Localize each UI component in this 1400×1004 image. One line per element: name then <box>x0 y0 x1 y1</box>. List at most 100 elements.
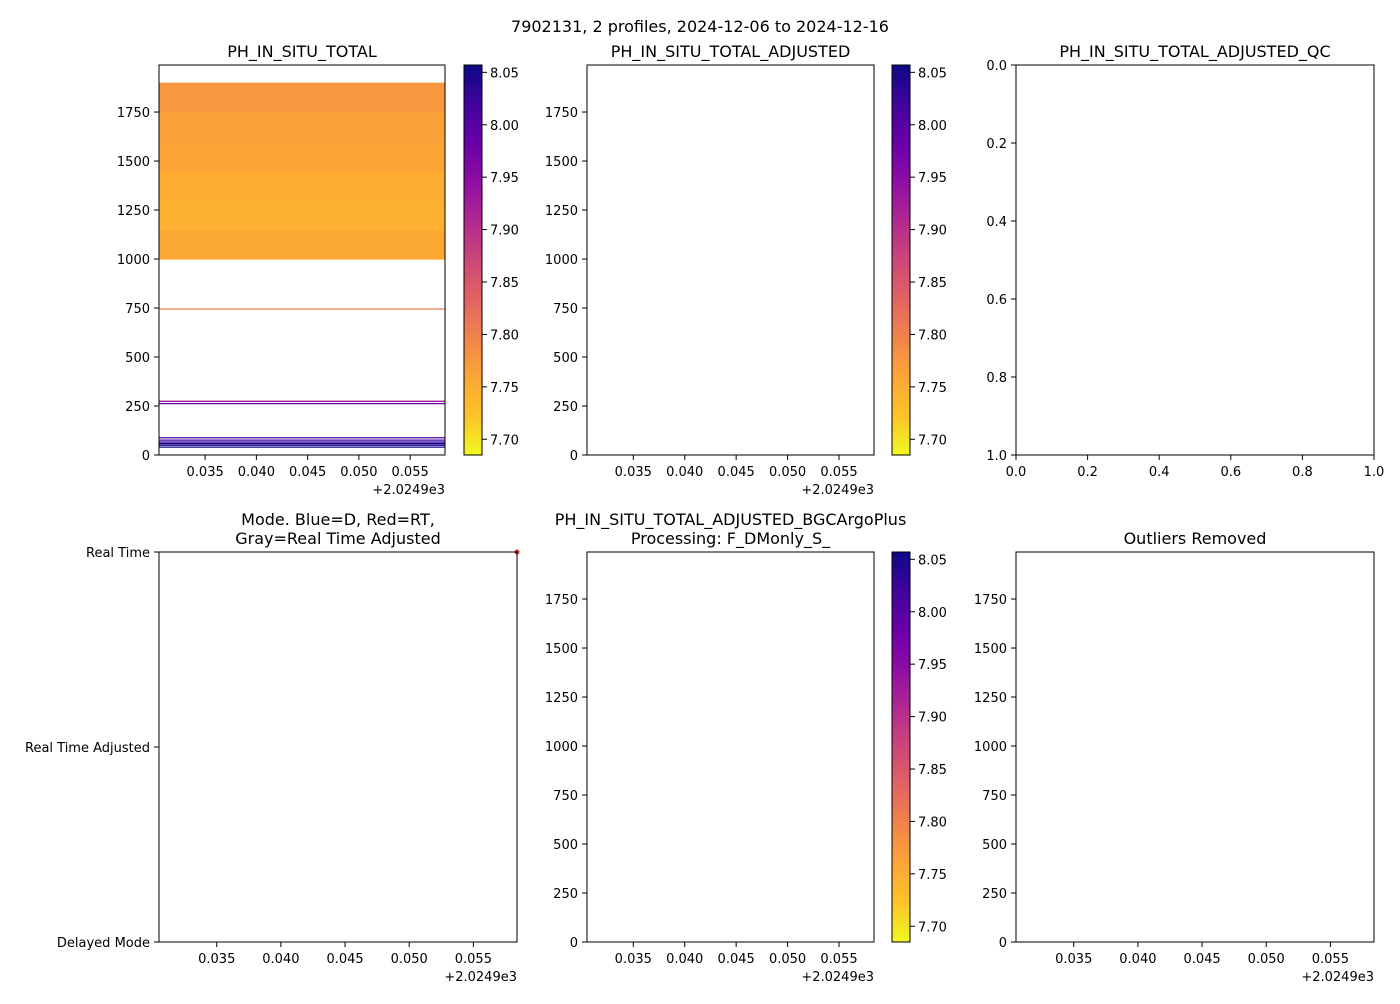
colorbar-tick-label: 8.05 <box>918 66 947 81</box>
y-tick-label: 1250 <box>117 204 150 219</box>
y-tick-label: 750 <box>982 789 1007 804</box>
axes-title: PH_IN_SITU_TOTAL_ADJUSTED_QC <box>1059 42 1330 62</box>
x-tick-label: 0.050 <box>391 952 428 967</box>
axes-title: PH_IN_SITU_TOTAL_ADJUSTED <box>611 42 851 62</box>
y-tick-label: 1750 <box>545 106 578 121</box>
x-tick-label: 0.035 <box>615 465 652 480</box>
x-tick-label: 1.0 <box>1364 465 1385 480</box>
panel-ph_in_situ_total: PH_IN_SITU_TOTAL 0.035 0.040 0.045 0.050 0.05… <box>117 42 446 498</box>
y-tick-label: 750 <box>125 302 150 317</box>
colorbar-tick-label: 8.00 <box>918 606 947 621</box>
y-tick-label: 0 <box>570 936 578 951</box>
data-band <box>159 200 445 231</box>
y-tick-label: 1000 <box>545 740 578 755</box>
x-tick-label: 0.040 <box>262 952 299 967</box>
x-tick-label: 0.035 <box>1055 952 1092 967</box>
y-tick-label: Real Time Adjusted <box>25 741 150 756</box>
y-tick-label: 1000 <box>974 740 1007 755</box>
colorbar-frame <box>891 64 911 456</box>
x-tick-label: 0.050 <box>769 465 806 480</box>
colorbar-tick-label: 7.95 <box>918 658 947 673</box>
x-tick-label: 0.035 <box>187 465 224 480</box>
axes-frame <box>586 64 875 456</box>
data-band <box>159 112 445 143</box>
axes-frame <box>1015 551 1375 943</box>
y-tick-label: 0 <box>142 449 150 464</box>
y-tick-label: 1000 <box>545 253 578 268</box>
axes-title-line: PH_IN_SITU_TOTAL_ADJUSTED_BGCArgoPlus <box>555 510 907 530</box>
y-tick-label: 250 <box>125 400 150 415</box>
y-tick-label: 1500 <box>545 642 578 657</box>
x-tick-label: 0.0 <box>1006 465 1027 480</box>
colorbar-tick-label: 7.95 <box>918 171 947 186</box>
panel-mode: Mode. Blue=D, Red=RT, Gray=Real Time Adju… <box>25 510 520 985</box>
axes-title-line: Processing: F_DMonly_S_ <box>631 529 831 549</box>
colorbar-tick-label: 7.80 <box>490 328 519 343</box>
colorbar-gradient <box>892 552 910 942</box>
x-tick-label: 0.045 <box>718 465 755 480</box>
colorbar-ph_bgcargoplus: 7.70 7.75 7.80 7.85 7.90 7.95 8.00 8.05 <box>891 551 947 943</box>
colorbar-frame <box>891 551 911 943</box>
data-band <box>159 82 445 113</box>
colorbar-frame <box>463 64 483 456</box>
y-tick-label: 0.0 <box>986 59 1007 74</box>
y-tick-label: 250 <box>982 887 1007 902</box>
x-tick-label: 0.040 <box>666 465 703 480</box>
axes-title: Mode. Blue=D, Red=RT, Gray=Real Time Adju… <box>235 510 441 548</box>
y-tick-label: 500 <box>125 351 150 366</box>
axes-title-line: PH_IN_SITU_TOTAL_ADJUSTED_QC <box>1059 42 1330 62</box>
y-tick-label: Real Time <box>86 546 150 561</box>
colorbar-gradient <box>892 65 910 455</box>
axes-frame <box>158 64 446 456</box>
y-tick-label: 1250 <box>545 204 578 219</box>
x-tick-label: 0.045 <box>1183 952 1220 967</box>
y-tick-label: 1500 <box>545 155 578 170</box>
colorbar-tick-label: 7.80 <box>918 328 947 343</box>
data-band <box>159 141 445 172</box>
colorbar-tick-label: 7.90 <box>490 224 519 239</box>
axes-title: Outliers Removed <box>1124 529 1267 548</box>
x-tick-label: 0.040 <box>666 952 703 967</box>
axes-title-line: Outliers Removed <box>1124 529 1267 548</box>
x-tick-label: 0.055 <box>1312 952 1349 967</box>
axes-title-line: PH_IN_SITU_TOTAL <box>227 42 377 62</box>
y-tick-label: 250 <box>553 400 578 415</box>
x-offset-label: +2.0249e3 <box>1301 970 1374 985</box>
x-tick-label: 0.050 <box>340 465 377 480</box>
x-tick-label: 0.6 <box>1220 465 1241 480</box>
colorbar-tick-label: 7.95 <box>490 171 519 186</box>
colorbar-tick-label: 7.90 <box>918 711 947 726</box>
axes-title: PH_IN_SITU_TOTAL <box>227 42 377 62</box>
x-tick-label: 0.055 <box>455 952 492 967</box>
panel-ph_in_situ_total_adjusted: PH_IN_SITU_TOTAL_ADJUSTED 0.035 0.040 0.045… <box>545 42 875 498</box>
colorbar-tick-label: 7.75 <box>918 381 947 396</box>
colorbar-tick-label: 8.05 <box>918 553 947 568</box>
x-offset-label: +2.0249e3 <box>372 483 445 498</box>
panel-ph_in_situ_total_adjusted_qc: PH_IN_SITU_TOTAL_ADJUSTED_QC 0.0 0.2 0.4 0.6… <box>986 42 1384 480</box>
x-tick-label: 0.040 <box>1119 952 1156 967</box>
panel-outliers_removed: Outliers Removed 0.035 0.040 0.045 0.050 0.05… <box>974 529 1375 985</box>
axes-frame <box>1015 64 1375 456</box>
colorbar-tick-label: 7.70 <box>918 920 947 935</box>
y-tick-label: 750 <box>553 789 578 804</box>
colorbar-ph_in_situ_total_adjusted: 7.70 7.75 7.80 7.85 7.90 7.95 8.00 8.05 <box>891 64 947 456</box>
colorbar-tick-label: 8.05 <box>490 66 519 81</box>
y-tick-label: 500 <box>553 351 578 366</box>
x-tick-label: 0.050 <box>1248 952 1285 967</box>
x-tick-label: 0.055 <box>392 465 429 480</box>
x-tick-label: 0.045 <box>289 465 326 480</box>
y-tick-label: 1500 <box>117 155 150 170</box>
colorbar-tick-label: 7.75 <box>918 868 947 883</box>
y-tick-label: 500 <box>553 838 578 853</box>
colorbar-tick-label: 7.85 <box>490 276 519 291</box>
axes-title-line: Gray=Real Time Adjusted <box>235 529 441 548</box>
y-tick-label: 1000 <box>117 253 150 268</box>
x-tick-label: 0.055 <box>820 465 857 480</box>
colorbar-ph_in_situ_total: 7.70 7.75 7.80 7.85 7.90 7.95 8.00 8.05 <box>463 64 519 456</box>
y-tick-label: 0.6 <box>986 293 1007 308</box>
axes-title: PH_IN_SITU_TOTAL_ADJUSTED_BGCArgoPlus Pro… <box>555 510 907 549</box>
y-tick-label: 1750 <box>117 106 150 121</box>
colorbar-tick-label: 7.85 <box>918 763 947 778</box>
y-tick-label: 1250 <box>974 691 1007 706</box>
